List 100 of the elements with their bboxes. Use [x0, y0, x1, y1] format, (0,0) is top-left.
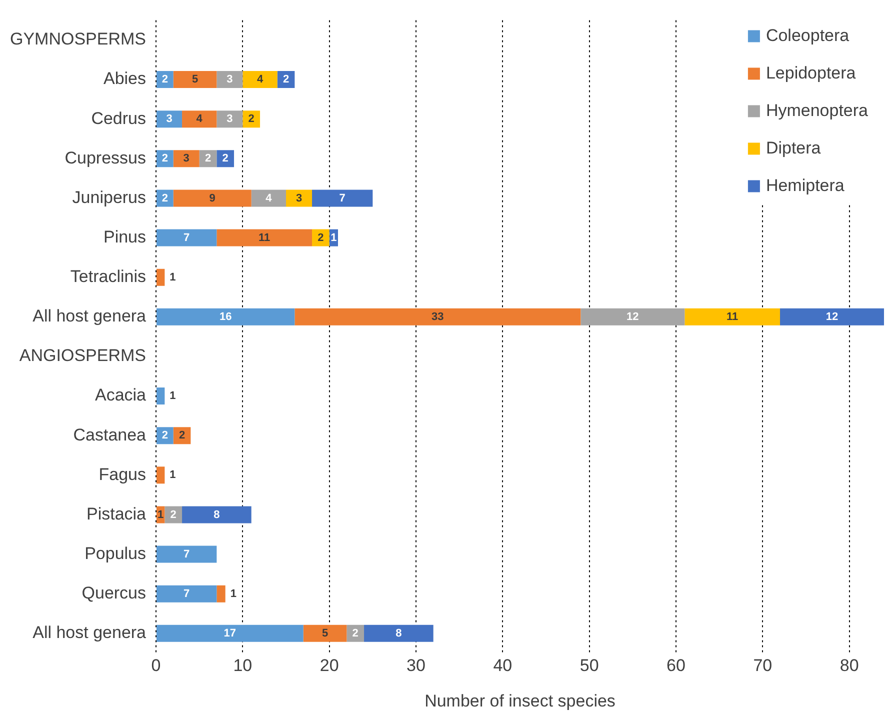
data-label: 2 [162, 430, 168, 442]
bar [156, 624, 304, 642]
bar [251, 190, 286, 207]
data-label: 1 [170, 271, 176, 284]
data-label: 3 [226, 113, 233, 126]
bar [312, 229, 330, 246]
y-tick-label: GYMNOSPERMS [10, 30, 146, 49]
y-tick-label: Castanea [73, 425, 147, 444]
bar [156, 110, 182, 128]
bar [216, 150, 234, 168]
y-tick-label: Abies [103, 69, 146, 88]
x-tick-label: 30 [406, 656, 426, 676]
y-tick-label: Quercus [82, 584, 146, 603]
x-tick-label: 50 [580, 656, 599, 676]
data-label: 4 [196, 113, 204, 126]
data-label: 3 [296, 192, 302, 204]
data-label: 2 [162, 74, 168, 86]
bar [242, 110, 260, 128]
bar [780, 308, 884, 326]
bar [364, 624, 434, 642]
bar [173, 190, 252, 207]
bar [303, 624, 347, 642]
bar [294, 308, 581, 326]
data-label: 7 [184, 232, 190, 244]
bar [156, 190, 174, 207]
data-label: 11 [726, 310, 738, 323]
y-tick-label: Acacia [94, 386, 147, 405]
bar [216, 71, 243, 88]
data-label: 5 [192, 74, 198, 86]
data-label: 12 [826, 310, 838, 323]
data-label: 2 [162, 152, 168, 165]
data-label: 17 [224, 627, 236, 640]
bar [156, 546, 217, 563]
bar [156, 308, 295, 326]
data-label: 12 [626, 310, 639, 323]
bar [156, 585, 217, 602]
bar [156, 71, 174, 88]
y-tick-label: Tetraclinis [70, 267, 146, 286]
bar [156, 388, 165, 405]
bar [156, 427, 174, 444]
legend-label: Diptera [766, 138, 822, 158]
data-label: 2 [222, 152, 228, 165]
data-label: 16 [219, 310, 232, 323]
bar [580, 308, 685, 326]
y-tick-label: Cupressus [64, 148, 146, 168]
y-tick-label: Juniperus [72, 188, 146, 207]
data-label: 1 [170, 469, 176, 482]
y-tick-label: Pinus [103, 227, 146, 246]
data-label: 2 [162, 192, 168, 204]
bar [182, 506, 252, 524]
x-axis-title: Number of insect species [424, 691, 616, 710]
bar [242, 71, 278, 88]
data-label: 3 [166, 113, 172, 126]
data-label: 33 [432, 310, 444, 323]
data-label: 2 [204, 152, 212, 165]
data-label: 2 [352, 627, 358, 640]
y-tick-label: Fagus [98, 464, 146, 484]
bar [156, 268, 165, 286]
data-label: 5 [322, 627, 328, 640]
y-tick-label: ANGIOSPERMS [19, 346, 146, 366]
data-label: 9 [209, 192, 216, 204]
data-label: 4 [266, 192, 273, 204]
bar [173, 71, 217, 88]
data-label: 1 [230, 588, 236, 600]
x-tick-label: 0 [151, 656, 161, 676]
x-tick-label: 80 [840, 656, 859, 676]
bar [156, 229, 217, 246]
legend-label: Lepidoptera [766, 63, 856, 82]
data-label: 7 [184, 588, 190, 600]
data-label: 1 [170, 390, 176, 402]
bar [156, 466, 165, 484]
bar [164, 506, 182, 524]
data-label: 7 [184, 548, 190, 560]
data-label: 3 [183, 152, 190, 165]
data-label: 2 [178, 430, 186, 442]
data-label: 8 [396, 627, 402, 640]
data-label: 1 [158, 508, 164, 521]
bar [173, 150, 200, 168]
y-tick-label: Populus [84, 544, 146, 563]
x-tick-label: 10 [233, 656, 252, 676]
bar [216, 110, 243, 128]
bar [312, 190, 373, 207]
x-tick-label: 60 [666, 656, 686, 676]
y-tick-label: All host genera [32, 623, 147, 642]
bar [156, 150, 174, 168]
data-label: 11 [258, 232, 270, 244]
bar [182, 110, 217, 128]
y-tick-label: Pistacia [86, 504, 147, 524]
bar [346, 624, 364, 642]
legend-label: Hemiptera [766, 176, 845, 195]
x-tick-label: 40 [493, 656, 512, 676]
bar [286, 190, 312, 207]
legend-label: Coleoptera [766, 26, 850, 45]
data-label: 7 [339, 192, 346, 204]
data-label: 2 [248, 113, 254, 126]
y-tick-label: Cedrus [91, 108, 146, 128]
x-tick-label: 20 [320, 656, 339, 676]
bar [216, 229, 312, 246]
y-tick-label: All host genera [32, 306, 147, 326]
data-label: 1 [330, 232, 337, 244]
